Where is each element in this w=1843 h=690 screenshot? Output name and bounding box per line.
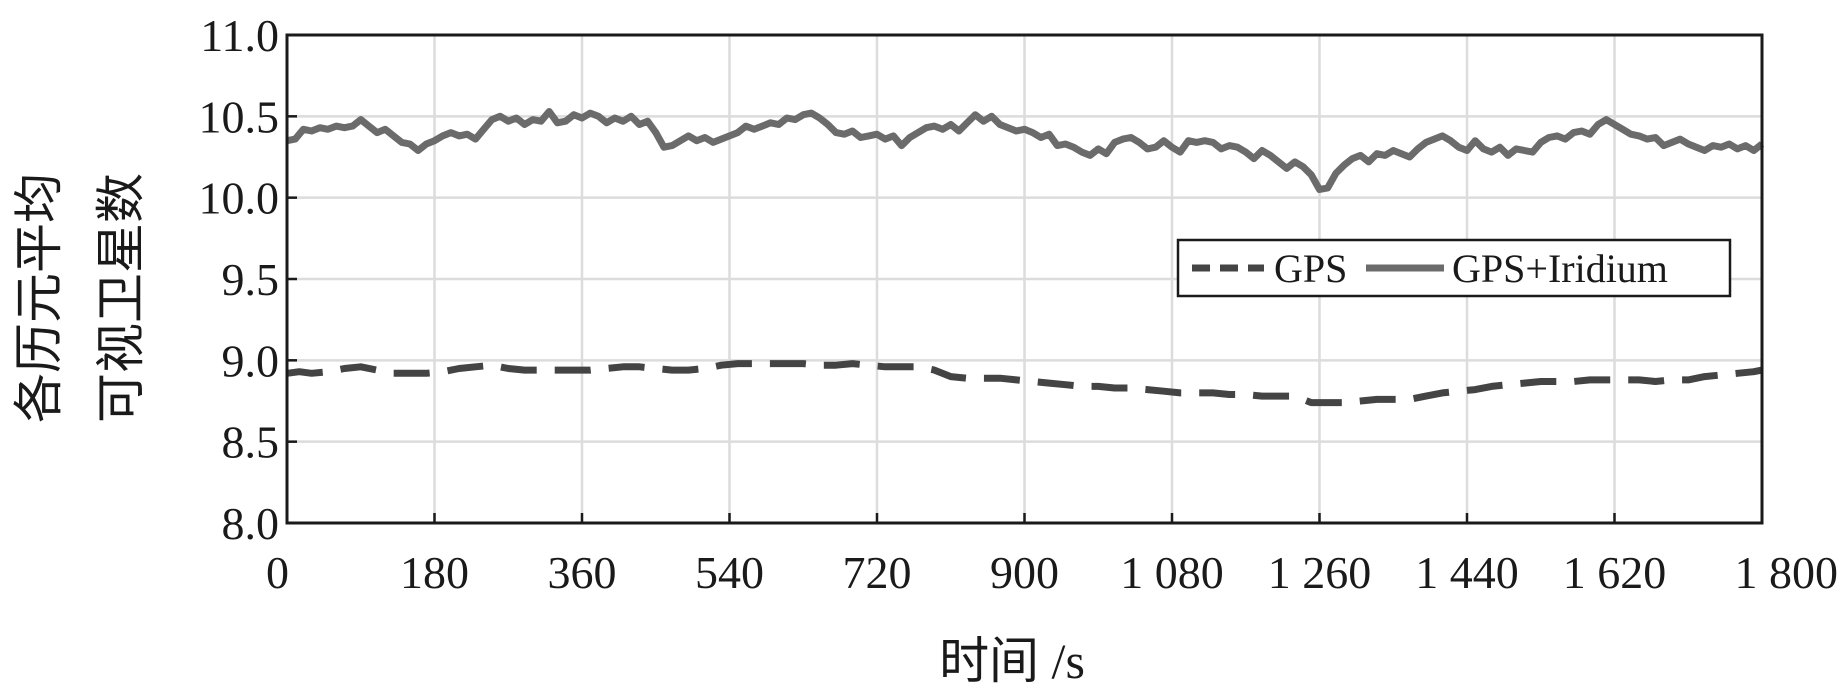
y-tick-label-1: 8.5 [222,417,280,468]
x-tick-label-9: 1 620 [1563,547,1667,598]
y-axis-label: 各历元平均 可视卫星数 [11,173,149,423]
x-tick-label-5: 900 [990,547,1059,598]
y-axis-label-line-2: 可视卫星数 [93,173,149,423]
y-tick-label-4: 10.0 [199,173,280,224]
x-tick-label-10: 1 800 [1735,547,1839,598]
x-tick-label-0: 0 [266,547,289,598]
x-tick-label-1: 180 [400,547,469,598]
y-tick-label-3: 9.5 [222,254,280,305]
legend-label-gps-iridium: GPS+Iridium [1452,246,1668,291]
series-line-gps [286,360,1763,407]
y-tick-label-0: 8.0 [222,498,280,549]
y-tick-label-6: 11.0 [200,10,279,61]
legend: GPS GPS+Iridium [1176,238,1732,298]
y-tick-label-2: 9.0 [222,335,280,386]
y-tick-labels: 8.0 8.5 9.0 9.5 10.0 10.5 11.0 [199,10,280,549]
x-tick-label-3: 540 [695,547,764,598]
x-tick-labels: 0 180 360 540 720 900 1 080 1 260 1 440 1 620 1 80… [266,547,1838,598]
x-tick-label-2: 360 [548,547,617,598]
x-tick-label-6: 1 080 [1120,547,1224,598]
legend-box [1176,238,1732,298]
x-tick-label-8: 1 440 [1415,547,1519,598]
series-group [286,108,1765,407]
tick-marks [285,33,1764,525]
legend-label-gps: GPS [1274,246,1347,291]
y-axis-label-line-1: 各历元平均 [11,173,67,423]
x-tick-label-4: 720 [843,547,912,598]
y-tick-label-5: 10.5 [199,91,280,142]
series-line-gps-iridium [286,108,1765,193]
x-axis-label: 时间 /s [939,633,1085,689]
x-tick-label-7: 1 260 [1268,547,1372,598]
